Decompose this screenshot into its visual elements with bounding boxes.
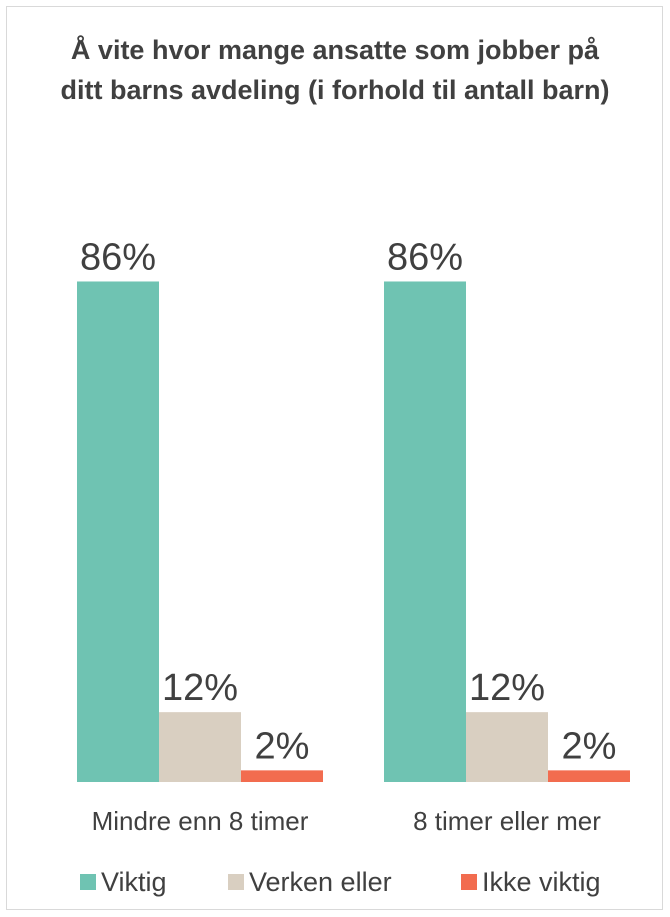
data-label-ikke-viktig-1: 2%	[255, 725, 310, 767]
category-label-1: Mindre enn 8 timer	[92, 806, 309, 836]
bar-verken-eller-2	[466, 712, 548, 782]
bar-verken-eller-1	[159, 712, 241, 782]
legend-swatch	[461, 874, 477, 890]
legend-label: Ikke viktig	[482, 866, 601, 897]
legend-swatch	[80, 874, 96, 890]
bar-viktig-1	[77, 281, 159, 782]
legend-item-verken-eller: Verken eller	[228, 862, 392, 902]
legend-item-ikke-viktig: Ikke viktig	[461, 862, 601, 902]
chart-legend: Viktig Verken eller Ikke viktig	[0, 862, 670, 902]
legend-item-viktig: Viktig	[80, 862, 167, 902]
category-label-2: 8 timer eller mer	[413, 806, 601, 836]
data-label-viktig-2: 86%	[387, 236, 463, 278]
data-label-ikke-viktig-2: 2%	[562, 725, 617, 767]
legend-swatch	[228, 874, 244, 890]
data-label-viktig-1: 86%	[80, 236, 156, 278]
data-label-verken-eller-1: 12%	[162, 667, 238, 709]
bar-ikke-viktig-1	[241, 770, 323, 782]
legend-label: Viktig	[101, 866, 167, 897]
bar-viktig-2	[384, 281, 466, 782]
chart-frame	[6, 6, 663, 910]
data-label-verken-eller-2: 12%	[469, 667, 545, 709]
chart-title: Å vite hvor mange ansatte som jobber på …	[60, 35, 610, 105]
bar-ikke-viktig-2	[548, 770, 630, 782]
legend-label: Verken eller	[249, 866, 392, 897]
